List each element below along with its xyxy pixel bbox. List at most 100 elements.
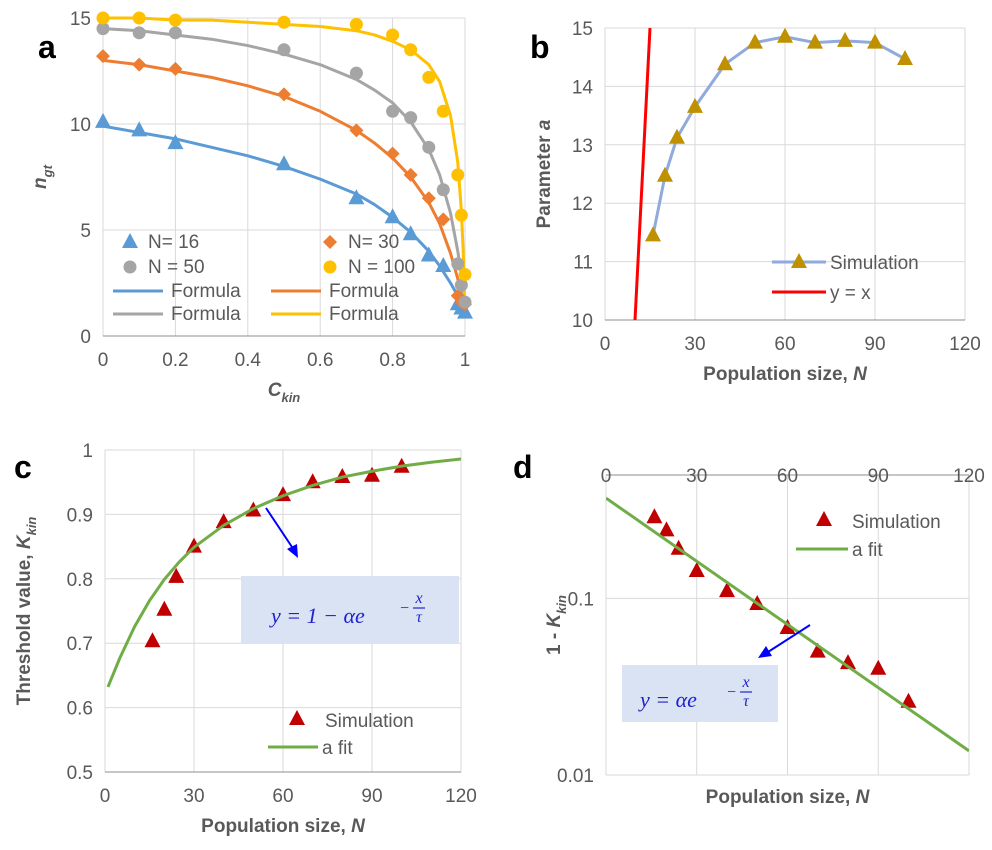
x-tick-label: 0 — [98, 350, 109, 371]
data-point — [422, 141, 435, 154]
pointer-arrow — [266, 508, 298, 558]
data-point — [168, 62, 182, 76]
gridlines — [605, 28, 965, 320]
data-point — [386, 147, 400, 161]
x-axis-title: Population size, N — [706, 787, 871, 808]
data-point — [451, 257, 464, 270]
x-tick-label: 60 — [272, 786, 293, 807]
series-line — [653, 37, 905, 236]
y-tick-label: 0 — [80, 327, 91, 348]
data-point — [437, 105, 450, 118]
x-tick-label: 0.6 — [307, 350, 333, 371]
data-point — [646, 508, 662, 523]
x-tick-label: 0.2 — [162, 350, 188, 371]
legend-label: Formula — [171, 281, 241, 302]
data-point — [437, 183, 450, 196]
legend-marker — [124, 261, 137, 274]
data-point — [144, 632, 160, 647]
legend-label: Formula — [171, 304, 241, 325]
x-tick-label: 0.4 — [235, 350, 262, 371]
series-line — [635, 28, 650, 320]
data-point — [169, 26, 182, 39]
panel-letter: c — [14, 449, 32, 485]
y-tick-label: 0.01 — [557, 766, 594, 787]
panel-letter: b — [530, 29, 550, 65]
legend-label: N = 50 — [148, 257, 205, 278]
legend-label: Simulation — [852, 512, 941, 533]
data-point — [422, 71, 435, 84]
data-point — [777, 28, 793, 43]
chart-panel-b: 0 30 60 90 120101112131415Population size, N… — [530, 19, 981, 385]
data-point — [657, 167, 673, 182]
x-tick-label: 120 — [953, 466, 985, 487]
data-point — [459, 268, 472, 281]
x-tick-label: 0 — [600, 334, 611, 355]
data-point — [350, 67, 363, 80]
legend-label: y = x — [830, 283, 871, 304]
x-tick-label: 0.8 — [379, 350, 405, 371]
y-axis-title: ngt — [30, 164, 55, 189]
equation-exponent-sign: − — [726, 684, 737, 701]
data-point — [717, 55, 733, 70]
x-tick-label: 90 — [864, 334, 885, 355]
data-point — [870, 660, 886, 675]
legend-marker — [324, 261, 337, 274]
legend-label: Simulation — [325, 711, 414, 732]
legend-marker — [289, 710, 305, 725]
y-tick-label: 15 — [572, 19, 593, 40]
y-tick-label: 14 — [572, 77, 594, 98]
y-tick-label: 0.7 — [67, 634, 93, 655]
y-tick-label: 10 — [572, 311, 593, 332]
legend-label: a fit — [322, 738, 353, 759]
data-point — [278, 16, 291, 29]
data-point — [278, 43, 291, 56]
legend-label: N= 16 — [148, 232, 199, 253]
x-tick-label: 90 — [868, 466, 889, 487]
y-tick-label: 15 — [70, 9, 91, 30]
legend-marker — [816, 511, 832, 526]
y-tick-label: 0.1 — [568, 589, 594, 610]
equation-box: y = 1 − αe −xτ — [241, 576, 459, 643]
x-axis-title: Ckin — [268, 380, 301, 405]
fit-line — [103, 126, 465, 315]
y-tick-label: 1 — [82, 441, 93, 462]
data-point — [645, 226, 661, 241]
data-point — [386, 28, 399, 41]
y-tick-label: 0.6 — [67, 699, 93, 720]
legend-label: Simulation — [830, 253, 919, 274]
y-axis-title: Threshold value, Kkin — [14, 517, 39, 706]
data-point — [386, 105, 399, 118]
y-tick-label: 0.9 — [67, 505, 93, 526]
legend-marker — [122, 233, 138, 248]
data-point — [421, 246, 437, 261]
data-point — [385, 208, 401, 223]
data-point — [95, 113, 111, 128]
chart-panel-c: 0 30 60 90 1200.50.60.70.80.91Population siz… — [14, 441, 477, 837]
legend-label: Formula — [329, 304, 399, 325]
data-point — [659, 521, 675, 536]
equation-exponent-numerator: x — [414, 590, 422, 607]
y-axis-title: 1 - Kkin — [544, 595, 569, 655]
data-point — [404, 111, 417, 124]
panel-letter: d — [513, 449, 533, 485]
y-tick-label: 0.5 — [67, 763, 93, 784]
legend-marker — [323, 235, 337, 249]
data-point — [276, 155, 292, 170]
x-tick-label: 30 — [684, 334, 705, 355]
y-tick-label: 11 — [573, 253, 593, 274]
data-point — [132, 58, 146, 72]
data-point — [156, 601, 172, 616]
equation-box: y = αe −xτ — [622, 665, 778, 722]
data-point — [459, 296, 472, 309]
legend-label: Formula — [329, 281, 399, 302]
x-tick-label: 90 — [361, 786, 382, 807]
data-point — [133, 26, 146, 39]
equation-exponent-numerator: x — [741, 674, 749, 691]
equation-exponent-sign: − — [399, 600, 410, 617]
x-tick-label: 1 — [460, 350, 471, 371]
data-point — [719, 582, 735, 597]
data-point — [837, 32, 853, 47]
y-tick-label: 0.8 — [67, 570, 93, 591]
x-tick-label: 30 — [686, 466, 707, 487]
